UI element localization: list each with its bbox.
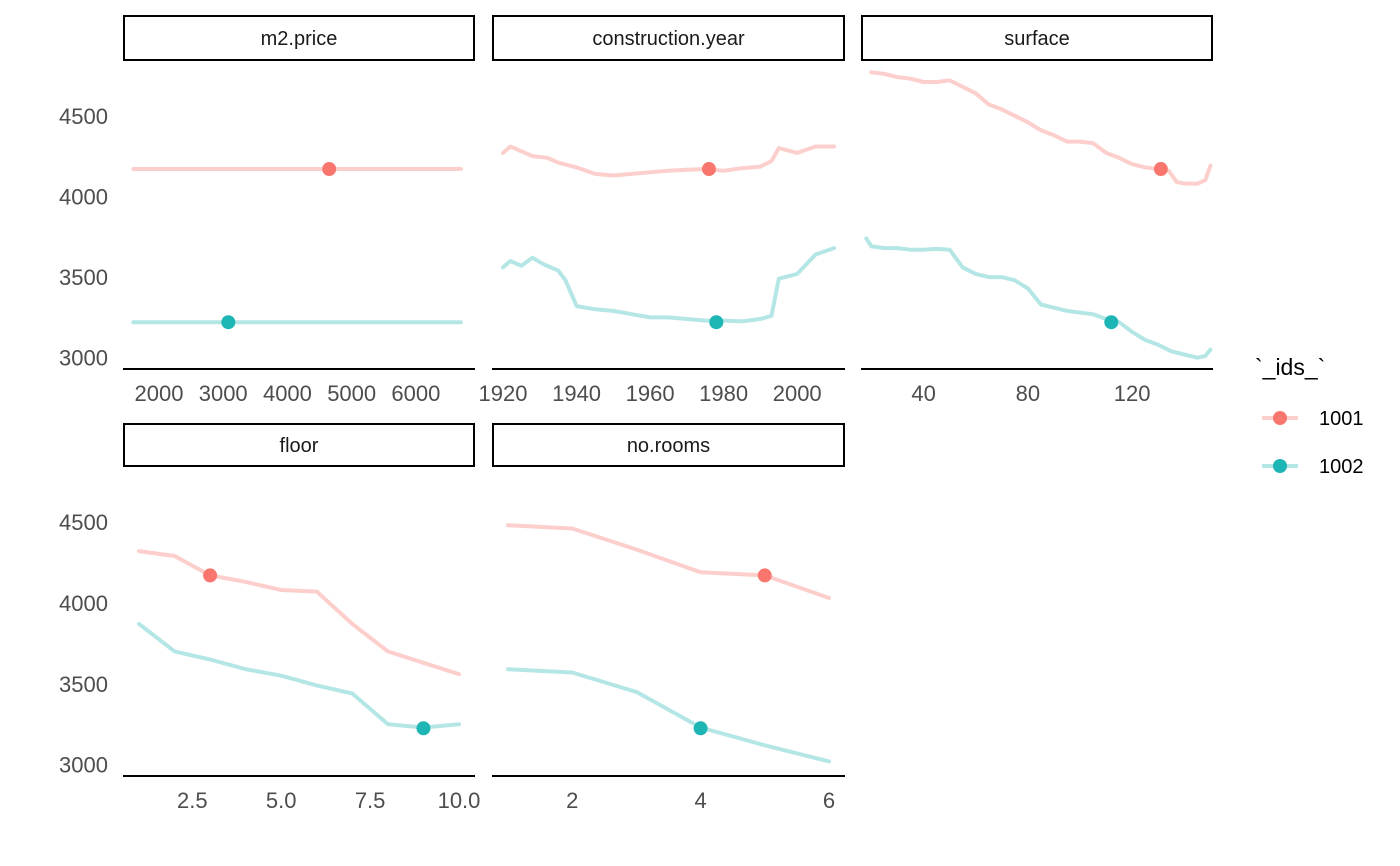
x-tick-label: 120 (1114, 381, 1151, 406)
strip-box (492, 15, 845, 61)
legend-label: 1002 (1319, 456, 1364, 478)
facet-panels: m2.price 2000 3000 4000 5000 6000 3000 3500 4000… (59, 15, 1213, 813)
x-tick-label: 6 (823, 788, 835, 813)
observation-point-1002 (693, 721, 708, 736)
panel-floor: floor 2.5 5.0 7.5 10.0 3000 3500 4000 4500 (59, 423, 481, 813)
legend-entry-1002: 1002 (1262, 456, 1364, 478)
series-line-1001 (869, 70, 1213, 186)
observation-point-1001 (701, 162, 716, 177)
observation-point-1002 (709, 315, 724, 330)
series-line-1002 (501, 246, 836, 324)
legend-title: `_ids_` (1255, 354, 1325, 380)
x-tick-label: 1920 (479, 381, 528, 406)
y-tick-label: 4500 (59, 510, 108, 535)
x-tick-label: 4 (694, 788, 706, 813)
x-tick-label: 6000 (391, 381, 440, 406)
observation-point-1001 (1153, 162, 1168, 177)
strip-box (123, 15, 475, 61)
x-tick-label: 3000 (199, 381, 248, 406)
observation-point-1002 (1104, 315, 1119, 330)
panel-m2_price: m2.price 2000 3000 4000 5000 6000 3000 3500 4000… (59, 15, 475, 406)
panel-surface: surface 40 80 120 (861, 15, 1213, 406)
y-tick-label: 3000 (59, 346, 108, 371)
series-line-1001 (506, 523, 831, 600)
legend: `_ids_` 1001 1002 (1255, 354, 1364, 478)
observation-point-1002 (416, 721, 431, 736)
x-tick-label: 2 (566, 788, 578, 813)
observation-point-1001 (322, 162, 337, 177)
x-tick-label: 40 (911, 381, 935, 406)
legend-entries: 1001 1002 (1262, 408, 1364, 478)
x-tick-label: 1940 (552, 381, 601, 406)
strip-box (861, 15, 1213, 61)
x-tick-label: 1960 (626, 381, 675, 406)
series-line-1002 (506, 667, 831, 764)
series-line-1002 (137, 621, 461, 730)
x-tick-label: 5000 (327, 381, 376, 406)
legend-key-point (1273, 411, 1287, 425)
y-tick-label: 4000 (59, 184, 108, 209)
strip-title: surface (1004, 28, 1070, 50)
observation-point-1001 (203, 568, 218, 583)
x-tick-label: 2000 (134, 381, 183, 406)
x-tick-label: 2000 (773, 381, 822, 406)
y-tick-label: 4000 (59, 591, 108, 616)
x-tick-label: 2.5 (177, 788, 208, 813)
x-tick-label: 7.5 (355, 788, 386, 813)
x-tick-label: 80 (1016, 381, 1040, 406)
x-tick-label: 5.0 (266, 788, 297, 813)
strip-title: m2.price (261, 28, 338, 50)
strip-title: construction.year (592, 28, 745, 50)
y-tick-label: 3500 (59, 265, 108, 290)
y-tick-label: 3500 (59, 672, 108, 697)
strip-title: floor (280, 435, 319, 457)
panel-no_rooms: no.rooms 2 4 6 (492, 423, 845, 813)
y-tick-label: 4500 (59, 104, 108, 129)
legend-key-point (1273, 459, 1287, 473)
strip-box (492, 423, 845, 467)
observation-point-1001 (757, 568, 772, 583)
series-line-1002 (864, 236, 1213, 360)
series-line-1001 (137, 549, 461, 677)
x-tick-label: 4000 (263, 381, 312, 406)
x-tick-label: 1980 (699, 381, 748, 406)
observation-point-1002 (221, 315, 236, 330)
y-tick-label: 3000 (59, 753, 108, 778)
strip-box (123, 423, 475, 467)
legend-label: 1001 (1319, 408, 1364, 430)
panel-construction_year: construction.year 1920 1940 1960 1980 2000 (479, 15, 845, 406)
legend-entry-1001: 1001 (1262, 408, 1364, 430)
series-line-1001 (501, 144, 836, 178)
strip-title: no.rooms (627, 435, 710, 457)
x-tick-label: 10.0 (438, 788, 481, 813)
